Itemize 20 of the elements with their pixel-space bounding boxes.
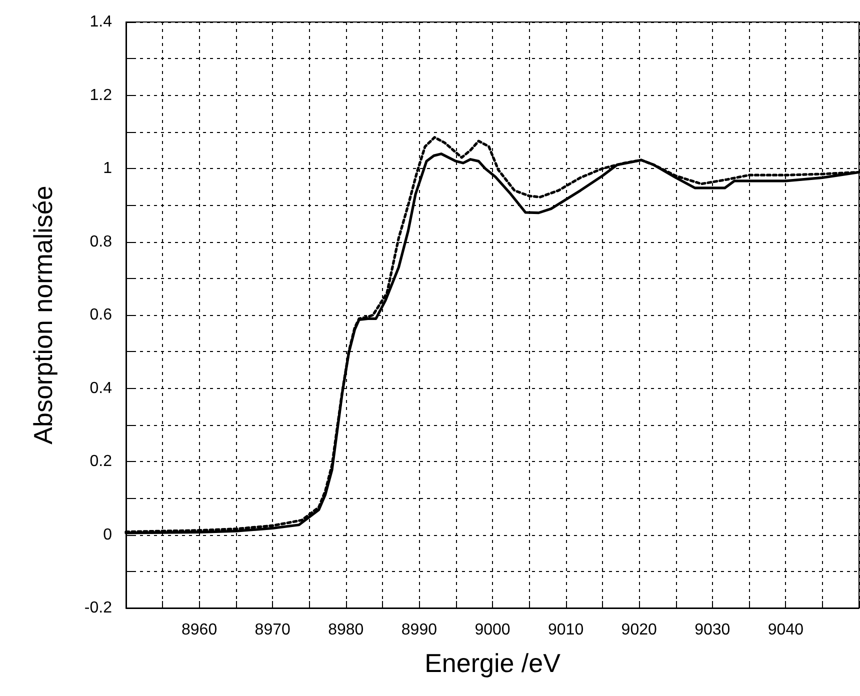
x-tick-label: 8970 [254,622,290,638]
y-tick-label: 1.4 [90,14,112,30]
x-tick-label: 8960 [182,622,218,638]
x-tick-label: 8990 [401,622,438,638]
x-tick-label: 9020 [621,622,657,638]
x-tick-label: 9010 [548,622,584,638]
x-tick-label: 9040 [768,622,804,638]
x-axis-title: Energie /eV [424,648,562,678]
y-tick-label: 1 [103,160,112,177]
y-tick-label: 0.8 [90,233,112,250]
y-tick-label: 0 [103,526,112,544]
y-tick-label: 0.6 [90,306,112,324]
y-tick-label: 0.2 [90,453,112,470]
y-tick-label: 1.2 [90,86,112,104]
y-tick-label: -0.2 [84,600,112,616]
x-tick-label: 8980 [328,622,364,638]
y-tick-label: 0.4 [90,380,112,397]
y-axis-title: Absorption normalisée [28,186,58,444]
x-tick-label: 9000 [474,622,510,638]
x-tick-label: 9030 [694,622,730,638]
